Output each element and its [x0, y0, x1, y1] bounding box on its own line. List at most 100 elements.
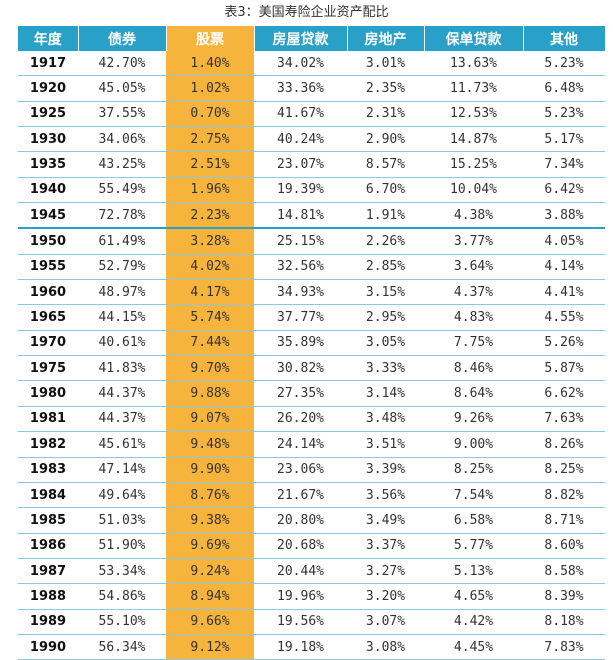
other-cell: 6.62% — [523, 380, 605, 407]
policy-loans-cell: 3.77% — [424, 228, 523, 255]
year-cell: 1982 — [18, 431, 78, 458]
table-row: 1988 54.86% 8.94% 19.96% 3.20% 4.65% 8.39% — [18, 583, 605, 610]
header-other: 其他 — [523, 26, 606, 51]
bonds-cell: 51.03% — [78, 507, 166, 534]
header-mortgages: 房屋贷款 — [254, 26, 348, 51]
stocks-cell: 1.02% — [166, 75, 254, 102]
policy-loans-cell: 10.04% — [424, 177, 523, 204]
bonds-cell: 44.37% — [78, 406, 166, 433]
policy-loans-cell: 8.46% — [424, 355, 523, 382]
year-cell: 1981 — [18, 406, 78, 433]
header-stocks: 股票 — [166, 26, 255, 51]
mortgages-cell: 35.89% — [254, 330, 347, 357]
bonds-cell: 52.79% — [78, 254, 166, 281]
real-estate-cell: 3.20% — [347, 583, 424, 610]
stocks-cell: 0.70% — [166, 101, 254, 128]
mortgages-cell: 19.39% — [254, 177, 347, 204]
other-cell: 7.63% — [523, 406, 605, 433]
table-row: 1925 37.55% 0.70% 41.67% 2.31% 12.53% 5.23% — [18, 101, 605, 128]
stocks-cell: 9.90% — [166, 457, 254, 483]
mortgages-cell: 20.68% — [254, 533, 347, 559]
policy-loans-cell: 8.25% — [424, 457, 523, 483]
stocks-cell: 9.48% — [166, 431, 254, 458]
table-row: 1985 51.03% 9.38% 20.80% 3.49% 6.58% 8.71% — [18, 507, 605, 534]
other-cell: 4.55% — [523, 304, 605, 331]
mortgages-cell: 25.15% — [254, 228, 347, 255]
table-row: 1986 51.90% 9.69% 20.68% 3.37% 5.77% 8.60% — [18, 533, 605, 559]
mortgages-cell: 41.67% — [254, 101, 347, 128]
other-cell: 7.83% — [523, 634, 605, 660]
bonds-cell: 45.61% — [78, 431, 166, 458]
other-cell: 8.26% — [523, 431, 605, 458]
real-estate-cell: 1.91% — [347, 202, 424, 230]
stocks-cell: 9.66% — [166, 609, 254, 635]
header-row: 年度 债券 股票 房屋贷款 房地产 保单贷款 其他 — [18, 26, 606, 51]
real-estate-cell: 3.07% — [347, 609, 424, 635]
year-cell: 1984 — [18, 482, 78, 509]
policy-loans-cell: 13.63% — [424, 51, 523, 77]
policy-loans-cell: 7.75% — [424, 330, 523, 357]
policy-loans-cell: 14.87% — [424, 126, 523, 153]
year-cell: 1983 — [18, 457, 78, 483]
header-year: 年度 — [18, 26, 79, 51]
stocks-cell: 9.07% — [166, 406, 254, 433]
other-cell: 6.48% — [523, 75, 605, 102]
table-row: 1960 48.97% 4.17% 34.93% 3.15% 4.37% 4.41% — [18, 279, 605, 306]
other-cell: 8.25% — [523, 457, 605, 483]
bonds-cell: 41.83% — [78, 355, 166, 382]
real-estate-cell: 2.90% — [347, 126, 424, 153]
stocks-cell: 1.96% — [166, 177, 254, 204]
bonds-cell: 44.37% — [78, 380, 166, 407]
real-estate-cell: 3.39% — [347, 457, 424, 483]
stocks-cell: 2.51% — [166, 151, 254, 178]
real-estate-cell: 3.33% — [347, 355, 424, 382]
table-row: 1982 45.61% 9.48% 24.14% 3.51% 9.00% 8.26% — [18, 431, 605, 458]
bonds-cell: 55.10% — [78, 609, 166, 635]
bonds-cell: 37.55% — [78, 101, 166, 128]
stocks-cell: 9.88% — [166, 380, 254, 407]
mortgages-cell: 33.36% — [254, 75, 347, 102]
stocks-cell: 9.70% — [166, 355, 254, 382]
policy-loans-cell: 9.26% — [424, 406, 523, 433]
mortgages-cell: 24.14% — [254, 431, 347, 458]
table-row: 1987 53.34% 9.24% 20.44% 3.27% 5.13% 8.58% — [18, 558, 605, 585]
mortgages-cell: 14.81% — [254, 202, 347, 230]
other-cell: 6.42% — [523, 177, 605, 204]
bonds-cell: 55.49% — [78, 177, 166, 204]
policy-loans-cell: 9.00% — [424, 431, 523, 458]
other-cell: 4.14% — [523, 254, 605, 281]
table-row: 1980 44.37% 9.88% 27.35% 3.14% 8.64% 6.62% — [18, 380, 605, 407]
bonds-cell: 45.05% — [78, 75, 166, 102]
table-row: 1945 72.78% 2.23% 14.81% 1.91% 4.38% 3.88% — [18, 202, 605, 230]
mortgages-cell: 32.56% — [254, 254, 347, 281]
table-row: 1955 52.79% 4.02% 32.56% 2.85% 3.64% 4.14% — [18, 254, 605, 281]
other-cell: 4.41% — [523, 279, 605, 306]
stocks-cell: 5.74% — [166, 304, 254, 331]
year-cell: 1986 — [18, 533, 78, 559]
other-cell: 8.82% — [523, 482, 605, 509]
year-cell: 1917 — [18, 51, 78, 77]
other-cell: 5.23% — [523, 51, 605, 77]
year-cell: 1960 — [18, 279, 78, 306]
stocks-cell: 8.76% — [166, 482, 254, 509]
other-cell: 8.71% — [523, 507, 605, 534]
table-row: 1970 40.61% 7.44% 35.89% 3.05% 7.75% 5.26% — [18, 330, 605, 357]
table-row: 1930 34.06% 2.75% 40.24% 2.90% 14.87% 5.17% — [18, 126, 605, 153]
bonds-cell: 49.64% — [78, 482, 166, 509]
mortgages-cell: 21.67% — [254, 482, 347, 509]
stocks-cell: 9.24% — [166, 558, 254, 585]
year-cell: 1987 — [18, 558, 78, 585]
real-estate-cell: 3.08% — [347, 634, 424, 660]
header-policy-loans: 保单贷款 — [424, 26, 524, 51]
year-cell: 1940 — [18, 177, 78, 204]
other-cell: 4.05% — [523, 228, 605, 255]
year-cell: 1970 — [18, 330, 78, 357]
year-cell: 1989 — [18, 609, 78, 635]
table-row: 1984 49.64% 8.76% 21.67% 3.56% 7.54% 8.82% — [18, 482, 605, 509]
mortgages-cell: 23.06% — [254, 457, 347, 483]
policy-loans-cell: 8.64% — [424, 380, 523, 407]
stocks-cell: 2.75% — [166, 126, 254, 153]
real-estate-cell: 2.95% — [347, 304, 424, 331]
policy-loans-cell: 5.13% — [424, 558, 523, 585]
year-cell: 1930 — [18, 126, 78, 153]
